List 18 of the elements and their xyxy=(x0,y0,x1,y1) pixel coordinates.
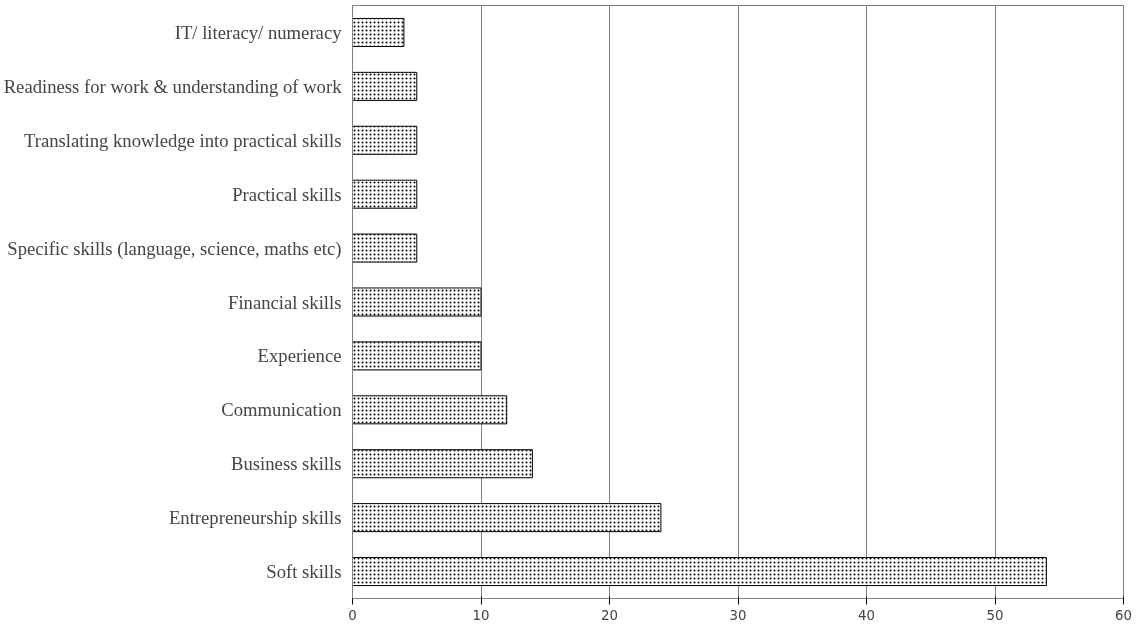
y-tick-label: Experience xyxy=(257,345,342,367)
y-tick-label: Readiness for work & understanding of work xyxy=(3,75,343,97)
x-tick-label: 50 xyxy=(986,607,1004,623)
x-tick-label: 0 xyxy=(348,607,357,623)
y-tick-label: Communication xyxy=(221,399,343,421)
y-tick-label: Financial skills xyxy=(228,291,342,313)
y-tick-label: Soft skills xyxy=(266,561,342,583)
x-tick-label: 40 xyxy=(858,607,875,623)
x-tick-label: 60 xyxy=(1115,607,1132,623)
y-tick-label: IT/ literacy/ numeracy xyxy=(174,21,343,43)
y-tick-label: Specific skills (language, science, maths etc) xyxy=(7,237,342,260)
y-tick-label: Entrepreneurship skills xyxy=(168,507,342,529)
x-tick-label: 10 xyxy=(472,607,490,623)
x-tick-label: 30 xyxy=(729,607,747,623)
x-tick-label: 20 xyxy=(601,607,618,623)
y-tick-label: Practical skills xyxy=(232,183,342,205)
y-tick-label: Translating knowledge into practical skills xyxy=(24,129,342,151)
y-tick-label: Business skills xyxy=(231,453,342,475)
